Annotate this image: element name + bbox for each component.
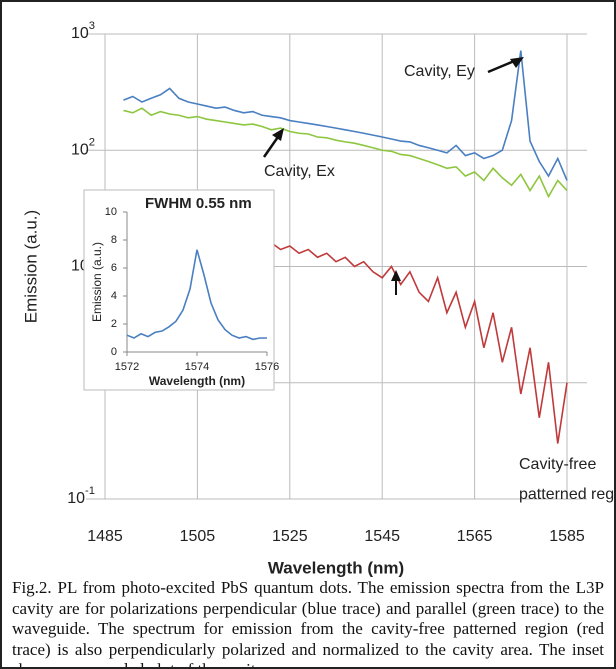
x-tick-label: 1585 xyxy=(549,528,585,545)
series-line xyxy=(123,50,568,181)
y-tick-label: 2 xyxy=(111,318,117,330)
y-axis-label: Emission (a.u.) xyxy=(90,242,104,322)
y-tick-label: 102 xyxy=(71,136,95,158)
x-tick-label: 1485 xyxy=(87,528,123,545)
annotation: patterned region xyxy=(519,486,614,503)
x-tick-label: 1545 xyxy=(364,528,400,545)
series-line xyxy=(126,249,267,341)
x-tick-label: 1525 xyxy=(272,528,308,545)
series-line xyxy=(123,107,568,199)
y-axis-label: Emission (a.u.) xyxy=(21,210,40,323)
arrow-head xyxy=(510,57,524,68)
annotation: Cavity-free xyxy=(519,456,596,473)
tick-base: 10 xyxy=(67,490,85,507)
annotation: Cavity, Ey xyxy=(404,63,475,80)
arrow-head xyxy=(272,128,284,141)
y-tick-label: 10 xyxy=(105,206,117,218)
x-tick-label: 1574 xyxy=(185,361,209,373)
x-axis-label: Wavelength (nm) xyxy=(149,374,245,388)
tick-exponent: 2 xyxy=(89,136,95,148)
inset-background xyxy=(83,189,275,391)
axis xyxy=(126,212,267,353)
y-tick-label: 10-1 xyxy=(67,485,95,507)
chart: 10-11101102103148515051525154515651585Wa… xyxy=(21,20,614,577)
x-tick-label: 1576 xyxy=(255,361,279,373)
y-tick-label: 0 xyxy=(111,346,117,358)
annotation: Cavity, Ex xyxy=(264,163,335,180)
arrow-head xyxy=(391,270,401,281)
x-axis-label: Wavelength (nm) xyxy=(268,558,404,577)
y-tick-label: 6 xyxy=(111,262,117,274)
tick-base: 10 xyxy=(71,141,89,158)
inset-title: FWHM 0.55 nm xyxy=(145,195,252,212)
tick-base: 10 xyxy=(71,25,89,42)
tick-exponent: 3 xyxy=(89,20,95,32)
x-tick-label: 1505 xyxy=(180,528,216,545)
x-tick-label: 1565 xyxy=(457,528,493,545)
y-tick-label: 8 xyxy=(111,234,117,246)
y-tick-label: 4 xyxy=(111,290,117,302)
y-tick-label: 103 xyxy=(71,20,95,42)
x-tick-label: 1572 xyxy=(115,361,139,373)
caption: Fig.2. PL from photo-excited PbS quantum… xyxy=(12,578,604,667)
tick-exponent: -1 xyxy=(85,485,95,497)
